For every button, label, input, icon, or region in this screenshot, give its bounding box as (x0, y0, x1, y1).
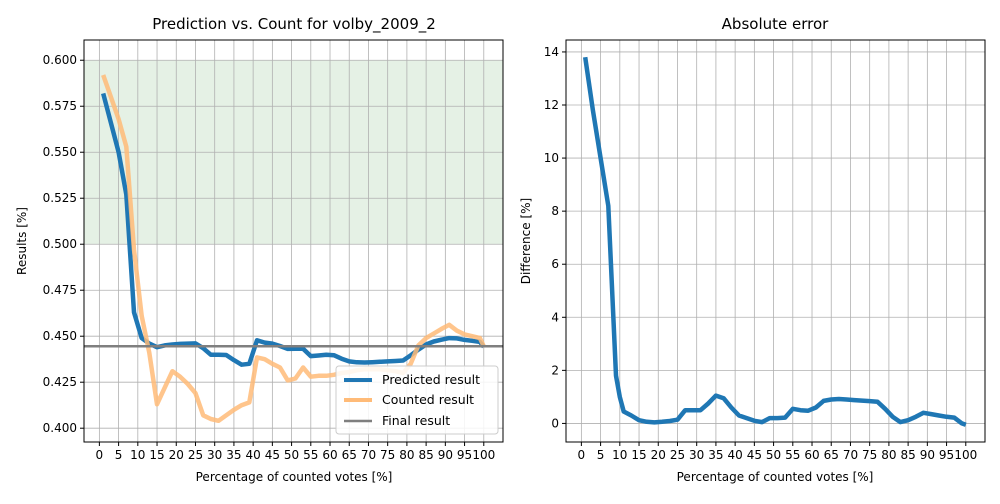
right-chart-panel: Absolute error Percentage of counted vot… (519, 15, 986, 484)
x-tick-label: 5 (115, 448, 123, 462)
x-tick-label: 65 (342, 448, 357, 462)
x-tick-label: 5 (597, 448, 605, 462)
absolute-error-line (582, 56, 967, 427)
y-tick-label: 14 (544, 45, 559, 59)
left-y-axis-label: Results [%] (15, 207, 29, 275)
x-tick-label: 35 (226, 448, 241, 462)
x-tick-label: 20 (651, 448, 666, 462)
right-y-axis-label: Difference [%] (519, 198, 533, 284)
x-tick-label: 80 (881, 448, 896, 462)
x-tick-label: 70 (361, 448, 376, 462)
x-tick-label: 60 (322, 448, 337, 462)
x-tick-label: 45 (265, 448, 280, 462)
x-tick-label: 55 (785, 448, 800, 462)
y-tick-label: 0.475 (43, 283, 77, 297)
y-tick-label: 0.425 (43, 375, 77, 389)
y-tick-label: 0.600 (43, 53, 77, 67)
left-chart-title: Prediction vs. Count for volby_2009_2 (152, 15, 436, 34)
x-tick-label: 50 (766, 448, 781, 462)
y-tick-label: 4 (551, 310, 559, 324)
x-tick-label: 55 (303, 448, 318, 462)
x-tick-label: 0 (578, 448, 586, 462)
plot-frame (83, 39, 504, 443)
x-tick-label: 75 (380, 448, 395, 462)
y-tick-label: 0.525 (43, 191, 77, 205)
counted-result-line (101, 74, 486, 424)
x-tick-label: 25 (188, 448, 203, 462)
legend-box (335, 365, 499, 435)
x-tick-label: 10 (130, 448, 145, 462)
x-tick-label: 40 (727, 448, 742, 462)
y-tick-label: 10 (544, 151, 559, 165)
y-tick-label: 12 (544, 98, 559, 112)
right-chart-title: Absolute error (722, 15, 829, 33)
x-tick-label: 30 (207, 448, 222, 462)
x-tick-label: 45 (747, 448, 762, 462)
plot-frame (565, 39, 986, 443)
x-tick-label: 100 (472, 448, 495, 462)
x-tick-label: 15 (149, 448, 164, 462)
x-tick-label: 15 (631, 448, 646, 462)
x-tick-label: 20 (169, 448, 184, 462)
x-tick-label: 100 (954, 448, 977, 462)
x-tick-label: 95 (457, 448, 472, 462)
legend-label-final: Final result (382, 413, 450, 428)
x-tick-label: 0 (96, 448, 104, 462)
legend-label-predicted: Predicted result (382, 372, 480, 387)
y-tick-label: 0.400 (43, 421, 77, 435)
y-tick-label: 0.550 (43, 145, 77, 159)
legend: Predicted result Counted result Final re… (335, 365, 499, 435)
x-tick-label: 35 (708, 448, 723, 462)
x-tick-label: 80 (399, 448, 414, 462)
left-x-axis-label: Percentage of counted votes [%] (196, 470, 393, 484)
x-tick-label: 90 (920, 448, 935, 462)
x-tick-label: 50 (284, 448, 299, 462)
legend-label-counted: Counted result (382, 392, 474, 407)
x-tick-label: 30 (689, 448, 704, 462)
y-tick-label: 0.450 (43, 329, 77, 343)
x-tick-label: 65 (824, 448, 839, 462)
x-tick-label: 85 (900, 448, 915, 462)
x-tick-label: 10 (612, 448, 627, 462)
x-tick-label: 95 (939, 448, 954, 462)
right-x-axis-label: Percentage of counted votes [%] (677, 470, 874, 484)
y-tick-label: 2 (551, 363, 559, 377)
x-tick-label: 60 (804, 448, 819, 462)
left-chart-panel: Prediction vs. Count for volby_2009_2 Pe… (15, 15, 504, 484)
x-tick-label: 70 (843, 448, 858, 462)
y-tick-label: 0.500 (43, 237, 77, 251)
y-tick-label: 0.575 (43, 99, 77, 113)
x-tick-label: 85 (418, 448, 433, 462)
y-tick-label: 0 (551, 416, 559, 430)
x-tick-label: 90 (438, 448, 453, 462)
x-tick-label: 25 (670, 448, 685, 462)
x-tick-label: 40 (245, 448, 260, 462)
y-tick-label: 8 (551, 204, 559, 218)
y-tick-label: 6 (551, 257, 559, 271)
x-tick-label: 75 (862, 448, 877, 462)
